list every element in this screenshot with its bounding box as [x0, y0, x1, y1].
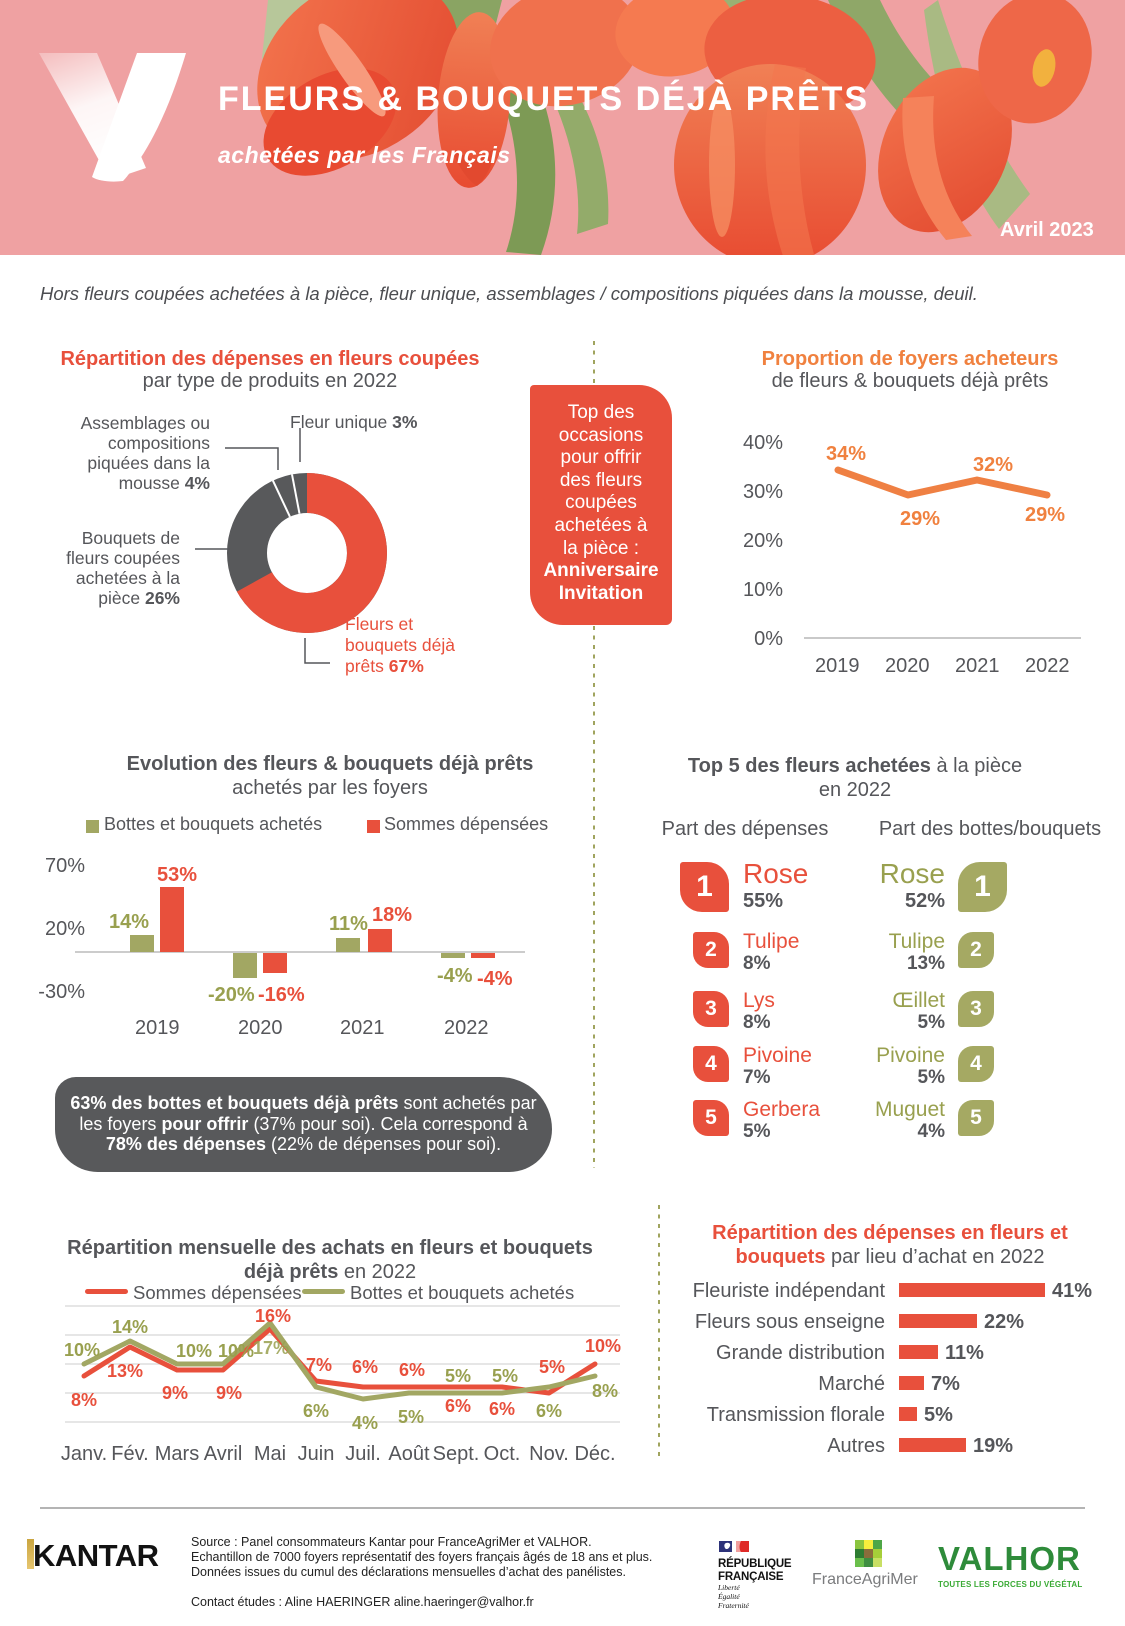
svg-text:Égalité: Égalité [718, 1591, 740, 1601]
svg-text:Liberté: Liberté [718, 1583, 740, 1592]
svg-text:RÉPUBLIQUE: RÉPUBLIQUE [718, 1557, 792, 1570]
svg-text:FranceAgriMer: FranceAgriMer [812, 1571, 918, 1588]
svg-text:FRANÇAISE: FRANÇAISE [718, 1571, 784, 1583]
svg-text:Fraternité: Fraternité [718, 1601, 749, 1610]
